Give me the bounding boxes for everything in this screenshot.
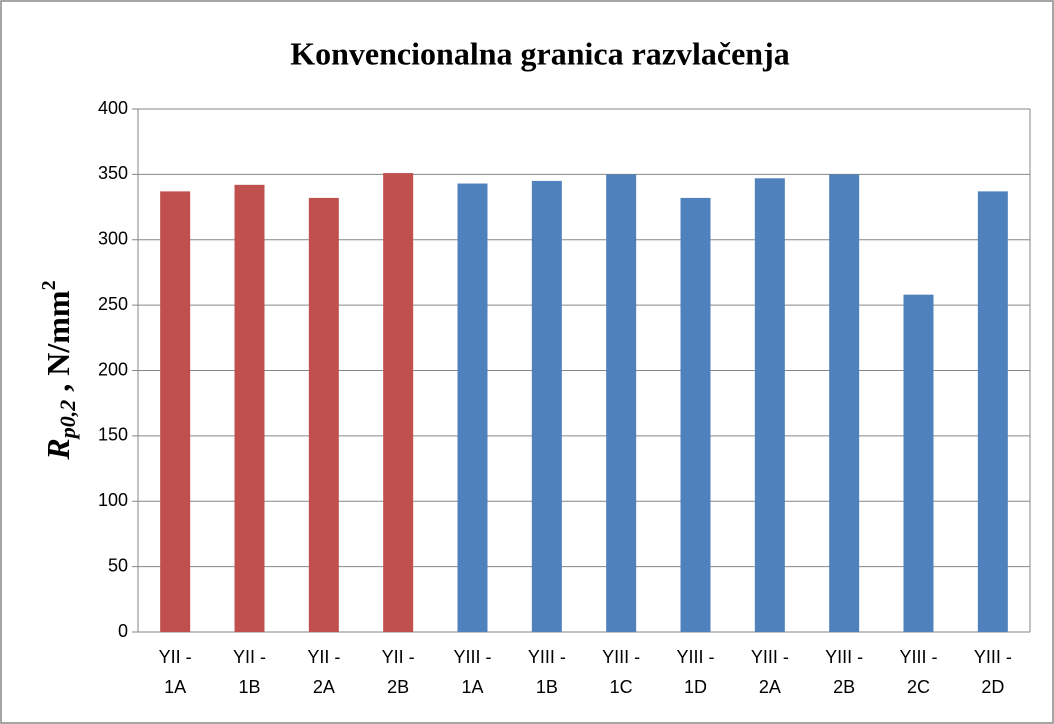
bar: [234, 184, 265, 632]
y-tick-label: 400: [98, 98, 128, 118]
bar: [606, 174, 637, 632]
bar: [383, 173, 414, 632]
bar: [829, 174, 860, 632]
bar: [160, 191, 191, 632]
bar: [977, 191, 1008, 632]
x-tick-label: YIII - 2B: [825, 647, 864, 697]
bar: [680, 197, 711, 632]
y-tick-label: 200: [98, 359, 128, 379]
x-tick-label: YIII - 1D: [676, 647, 715, 697]
y-tick-label: 300: [98, 229, 128, 249]
y-label-text: Rp0,2 , N/mm2: [38, 280, 80, 460]
y-axis-label: Rp0,2 , N/mm2: [38, 280, 80, 460]
x-tick-label: YIII - 1A: [453, 647, 492, 697]
x-tick-label: YIII - 2C: [899, 647, 938, 697]
x-tick-label: YIII - 1B: [527, 647, 566, 697]
y-tick-label: 250: [98, 294, 128, 314]
x-tick-label: YIII - 2A: [750, 647, 789, 697]
bar: [308, 197, 339, 632]
bar: [754, 178, 785, 633]
bar: [903, 294, 934, 632]
x-tick-label: YII - 1B: [232, 647, 266, 697]
y-tick-label: 100: [98, 490, 128, 510]
x-tick-label: YII - 2B: [381, 647, 415, 697]
y-tick-label: 350: [98, 163, 128, 183]
y-label-sup: 2: [38, 280, 60, 290]
y-label-unit: , N/mm: [40, 290, 76, 400]
y-tick-label: 0: [118, 621, 128, 641]
bar: [531, 180, 562, 632]
y-label-sub: p0,2: [55, 400, 80, 441]
x-tick-label: YIII - 2D: [973, 647, 1012, 697]
y-tick-label: 50: [108, 555, 128, 575]
x-tick-label: YII - 2A: [307, 647, 341, 697]
chart-title: Konvencionalna granica razvlačenja: [290, 35, 790, 71]
bar: [457, 183, 488, 632]
x-tick-label: YIII - 1C: [602, 647, 641, 697]
x-tick-label: YII - 1A: [158, 647, 192, 697]
y-tick-label: 150: [98, 425, 128, 445]
y-label-main: R: [40, 438, 76, 460]
